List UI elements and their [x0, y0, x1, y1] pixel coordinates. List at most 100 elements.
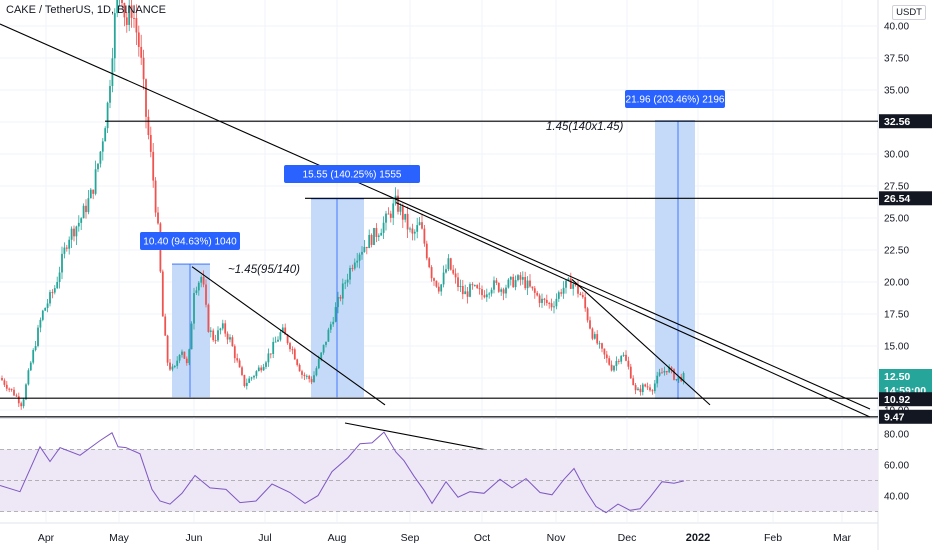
candle-body — [461, 285, 464, 295]
candle-body — [289, 343, 291, 350]
candle-body — [77, 222, 80, 227]
symbol-title: CAKE / TetherUS, 1D, BINANCE — [6, 4, 166, 16]
candle-body — [171, 366, 174, 370]
price-axis-label: 40.00 — [884, 22, 909, 33]
time-axis-label: Apr — [38, 532, 55, 544]
candle-body — [39, 319, 42, 328]
candle-body — [188, 349, 191, 364]
candle-body — [332, 321, 335, 325]
candle-body — [214, 340, 217, 342]
candle-body — [442, 272, 445, 285]
candle-body — [13, 389, 15, 396]
price-tag-text: 9.47 — [884, 412, 905, 424]
candle-body — [538, 295, 541, 303]
candle-body — [481, 289, 483, 296]
candle-body — [82, 205, 85, 219]
candle-body — [409, 228, 411, 230]
candle-body — [176, 360, 179, 366]
candle-body — [231, 337, 234, 347]
candle-body — [241, 367, 243, 375]
candle-body — [209, 330, 212, 332]
candle-body — [418, 222, 421, 226]
currency-badge[interactable]: USDT — [892, 5, 926, 20]
candle-body — [56, 282, 59, 289]
candle-body — [166, 335, 169, 363]
candle-body — [250, 377, 253, 379]
candle-body — [529, 280, 531, 287]
candle-body — [668, 367, 671, 373]
candle-body — [73, 228, 75, 237]
candle-body — [17, 396, 20, 404]
candle-body — [202, 276, 205, 285]
price-tag-text: 12.50 — [884, 371, 910, 383]
candle-body — [200, 276, 203, 283]
measure-boxes[interactable] — [172, 120, 695, 400]
candle-body — [459, 285, 462, 287]
candle-body — [197, 282, 200, 291]
candle-body — [308, 375, 311, 380]
candle-body — [593, 334, 596, 339]
candle-body — [169, 362, 171, 370]
time-axis-label: Aug — [328, 532, 347, 544]
candle-body — [665, 370, 668, 373]
candle-body — [301, 371, 303, 375]
candle-body — [569, 278, 572, 289]
annotation-text: ~1.45(95/140) — [228, 264, 300, 276]
candle-body — [173, 365, 176, 367]
candlesticks — [1, 0, 685, 410]
candle-body — [639, 388, 642, 393]
candle-body — [109, 86, 111, 103]
candle-body — [598, 343, 601, 345]
candle-body — [517, 275, 519, 281]
candle-body — [34, 346, 37, 351]
candle-body — [596, 334, 599, 344]
candle-body — [130, 5, 133, 18]
candle-body — [577, 284, 579, 294]
candle-body — [445, 269, 447, 273]
measure-box — [655, 120, 695, 400]
candle-body — [248, 378, 251, 383]
annotations: ~1.45(95/140) 1.45(140x1.45) — [228, 121, 624, 276]
candle-body — [469, 284, 471, 297]
candle-body — [536, 292, 539, 296]
candle-body — [603, 348, 606, 355]
candle-body — [377, 235, 380, 237]
candle-body — [224, 323, 227, 334]
candle-body — [514, 280, 517, 288]
price-axis-label: 17.50 — [884, 310, 909, 321]
candle-body — [178, 354, 181, 361]
candle-body — [548, 302, 551, 304]
candle-body — [682, 373, 685, 382]
candle-body — [361, 251, 363, 255]
candle-body — [70, 228, 73, 240]
price-axis-label: 35.00 — [884, 86, 909, 97]
candle-body — [637, 388, 639, 391]
candle-body — [512, 276, 515, 288]
price-axis-label: 15.00 — [884, 342, 909, 353]
candle-body — [485, 294, 488, 298]
candle-body — [574, 284, 577, 286]
candle-body — [370, 234, 373, 245]
candle-body — [61, 253, 63, 273]
candle-body — [464, 291, 467, 295]
candle-body — [497, 282, 500, 292]
candle-body — [128, 5, 131, 25]
trend-line — [0, 23, 871, 410]
candle-body — [58, 272, 61, 283]
candle-body — [20, 403, 23, 407]
candle-body — [32, 350, 35, 363]
candle-body — [392, 203, 395, 218]
candle-body — [495, 280, 498, 283]
candle-body — [229, 337, 231, 340]
candle-body — [541, 298, 543, 303]
candle-body — [262, 366, 265, 371]
candle-body — [94, 169, 97, 194]
candle-body — [243, 374, 246, 386]
candle-body — [255, 371, 258, 376]
candle-body — [505, 287, 507, 294]
candle-body — [589, 320, 591, 329]
trend-line — [395, 202, 871, 418]
candle-body — [425, 243, 428, 259]
time-axis-label: Dec — [618, 532, 637, 544]
